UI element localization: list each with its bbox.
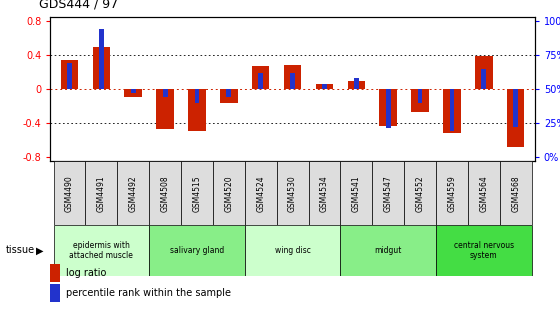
Bar [475, 56, 493, 89]
Text: GSM4547: GSM4547 [384, 175, 393, 212]
Text: GSM4564: GSM4564 [479, 175, 488, 212]
Bar [220, 89, 237, 103]
Bar [181, 161, 213, 225]
Text: GSM4492: GSM4492 [129, 175, 138, 212]
Bar [322, 84, 327, 89]
Bar [54, 161, 86, 225]
Bar [131, 89, 136, 93]
Text: GSM4559: GSM4559 [447, 175, 456, 212]
Bar [386, 89, 390, 128]
Text: central nervous
system: central nervous system [454, 241, 514, 260]
Bar [482, 69, 486, 89]
Bar [500, 161, 531, 225]
Bar [92, 47, 110, 89]
Bar [156, 89, 174, 129]
Text: midgut: midgut [375, 246, 402, 255]
Bar [380, 89, 397, 126]
Bar [284, 65, 301, 89]
Text: GSM4552: GSM4552 [416, 175, 424, 212]
Bar [468, 161, 500, 225]
Bar [372, 161, 404, 225]
Bar [450, 89, 454, 131]
Bar [245, 225, 340, 276]
Bar [290, 73, 295, 89]
Text: log ratio: log ratio [66, 268, 106, 278]
Text: wing disc: wing disc [274, 246, 311, 255]
Bar [507, 89, 525, 147]
Bar [124, 89, 142, 97]
Text: GDS444 / 97: GDS444 / 97 [39, 0, 118, 10]
Bar [60, 60, 78, 89]
Bar [436, 161, 468, 225]
Bar [436, 225, 531, 276]
Bar [443, 89, 461, 133]
Text: GSM4490: GSM4490 [65, 175, 74, 212]
Bar [188, 89, 206, 131]
Bar [340, 161, 372, 225]
Bar [404, 161, 436, 225]
Bar [213, 161, 245, 225]
Text: GSM4541: GSM4541 [352, 175, 361, 212]
Bar [149, 161, 181, 225]
Bar [86, 161, 118, 225]
Bar [245, 161, 277, 225]
Text: ▶: ▶ [36, 245, 44, 255]
Text: GSM4534: GSM4534 [320, 175, 329, 212]
Bar [54, 225, 149, 276]
Bar [309, 161, 340, 225]
Bar [514, 89, 518, 127]
Text: salivary gland: salivary gland [170, 246, 224, 255]
Text: GSM4515: GSM4515 [193, 175, 202, 212]
Bar [99, 29, 104, 89]
Text: percentile rank within the sample: percentile rank within the sample [66, 288, 231, 298]
Bar [340, 225, 436, 276]
Text: tissue: tissue [6, 245, 35, 255]
Bar [418, 89, 422, 102]
Bar [411, 89, 429, 112]
Bar [149, 225, 245, 276]
Bar [163, 89, 167, 97]
Text: epidermis with
attached muscle: epidermis with attached muscle [69, 241, 133, 260]
Text: GSM4508: GSM4508 [161, 175, 170, 212]
Bar [316, 84, 333, 89]
Bar [258, 73, 263, 89]
Bar [226, 89, 231, 97]
Bar [354, 78, 359, 89]
Bar [252, 66, 269, 89]
Bar [118, 161, 149, 225]
Bar [277, 161, 309, 225]
Text: GSM4524: GSM4524 [256, 175, 265, 212]
Text: GSM4520: GSM4520 [225, 175, 234, 212]
Text: GSM4491: GSM4491 [97, 175, 106, 212]
Bar [195, 89, 199, 102]
Bar [67, 63, 72, 89]
Text: GSM4568: GSM4568 [511, 175, 520, 212]
Bar [348, 81, 365, 89]
Text: GSM4530: GSM4530 [288, 175, 297, 212]
